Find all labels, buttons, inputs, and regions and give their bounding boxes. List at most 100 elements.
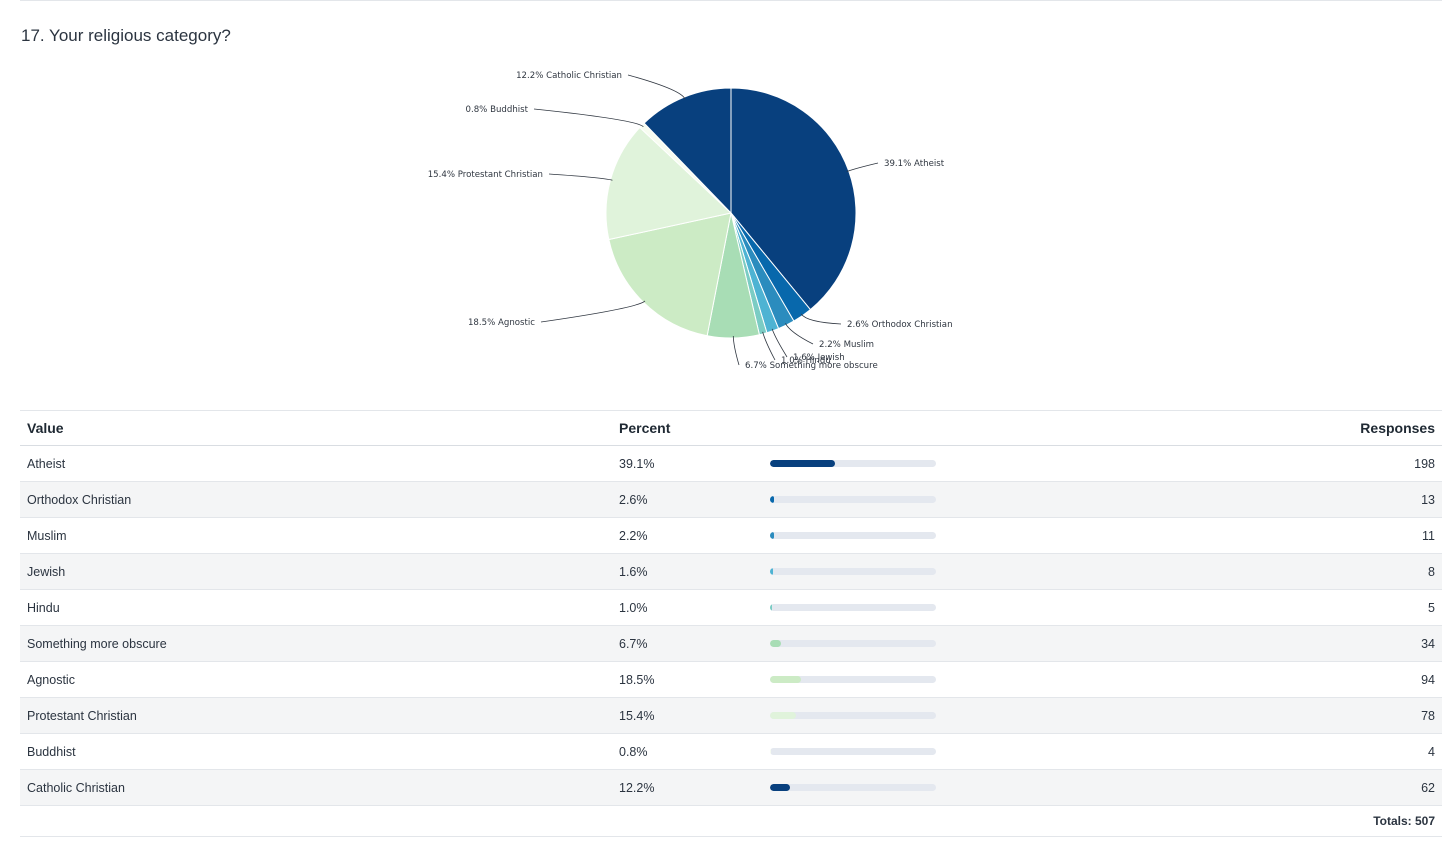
- row-responses: 198: [1337, 445, 1442, 482]
- table-row: Something more obscure 6.7% 34: [20, 625, 1442, 662]
- percent-bar-fill: [770, 568, 773, 575]
- table-row: Muslim 2.2% 11: [20, 517, 1442, 554]
- row-value: Something more obscure: [20, 625, 612, 662]
- row-bar-cell: [763, 733, 1337, 770]
- pie-label: 2.6% Orthodox Christian: [847, 320, 953, 330]
- table-row: Agnostic 18.5% 94: [20, 661, 1442, 698]
- leader-line: [548, 173, 613, 181]
- row-percent: 39.1%: [612, 445, 763, 482]
- leader-line: [785, 323, 814, 345]
- leader-line: [771, 328, 788, 358]
- leader-line: [533, 108, 644, 128]
- row-responses: 34: [1337, 625, 1442, 662]
- row-responses: 8: [1337, 553, 1442, 590]
- row-value: Protestant Christian: [20, 697, 612, 734]
- totals-row: Totals: 507: [20, 805, 1442, 837]
- row-percent: 0.8%: [612, 733, 763, 770]
- table-row: Atheist 39.1% 198: [20, 445, 1442, 482]
- top-divider: [20, 0, 1442, 1]
- row-responses: 78: [1337, 697, 1442, 734]
- row-value: Jewish: [20, 553, 612, 590]
- row-percent: 2.6%: [612, 481, 763, 518]
- percent-bar-fill: [770, 460, 835, 467]
- percent-bar-track: [770, 532, 936, 539]
- row-bar-cell: [763, 661, 1337, 698]
- percent-bar-track: [770, 568, 936, 575]
- pie-label: 2.2% Muslim: [819, 340, 874, 350]
- percent-bar-fill: [770, 712, 796, 719]
- leader-line: [762, 331, 776, 361]
- pie-label: 1.6% Jewish: [793, 353, 845, 363]
- percent-bar-fill: [770, 748, 772, 755]
- row-value: Atheist: [20, 445, 612, 482]
- leader-line: [800, 313, 842, 325]
- table-row: Hindu 1.0% 5: [20, 589, 1442, 626]
- percent-bar-track: [770, 712, 936, 719]
- table-row: Jewish 1.6% 8: [20, 553, 1442, 590]
- percent-bar-track: [770, 460, 936, 467]
- row-responses: 11: [1337, 517, 1442, 554]
- row-bar-cell: [763, 625, 1337, 662]
- leader-line: [846, 162, 879, 172]
- header-responses: Responses: [1337, 410, 1442, 446]
- percent-bar-track: [770, 748, 936, 755]
- row-responses: 13: [1337, 481, 1442, 518]
- percent-bar-fill: [770, 676, 801, 683]
- percent-bar-fill: [770, 640, 782, 647]
- results-table: Value Percent Responses Atheist 39.1% 198 O…: [20, 410, 1442, 837]
- percent-bar-track: [770, 784, 936, 791]
- row-value: Buddhist: [20, 733, 612, 770]
- row-bar-cell: [763, 589, 1337, 626]
- table-body: Atheist 39.1% 198 Orthodox Christian 2.6% 13 M…: [20, 445, 1442, 806]
- pie-label: 0.8% Buddhist: [466, 105, 529, 115]
- percent-bar-fill: [770, 532, 774, 539]
- percent-bar-track: [770, 676, 936, 683]
- pie-label: 39.1% Atheist: [884, 159, 945, 169]
- header-bar: [763, 410, 1337, 446]
- table-row: Buddhist 0.8% 4: [20, 733, 1442, 770]
- pie-label: 15.4% Protestant Christian: [428, 170, 543, 180]
- table-header-row: Value Percent Responses: [20, 410, 1442, 446]
- row-percent: 6.7%: [612, 625, 763, 662]
- leader-line: [540, 300, 646, 323]
- row-responses: 94: [1337, 661, 1442, 698]
- row-value: Catholic Christian: [20, 769, 612, 806]
- row-bar-cell: [763, 769, 1337, 806]
- row-bar-cell: [763, 517, 1337, 554]
- totals-label: Totals: 507: [20, 805, 1442, 837]
- row-percent: 12.2%: [612, 769, 763, 806]
- row-value: Orthodox Christian: [20, 481, 612, 518]
- row-bar-cell: [763, 697, 1337, 734]
- row-responses: 5: [1337, 589, 1442, 626]
- row-percent: 1.0%: [612, 589, 763, 626]
- row-responses: 62: [1337, 769, 1442, 806]
- leader-line: [627, 74, 686, 100]
- header-value: Value: [20, 410, 612, 446]
- leader-line: [732, 335, 740, 366]
- pie-label: 1.0% Hindu: [781, 356, 831, 366]
- pie-label: 18.5% Agnostic: [468, 318, 535, 328]
- percent-bar-track: [770, 496, 936, 503]
- pie-chart: 39.1% Atheist 2.6% Orthodox Christian 2.2%…: [428, 71, 953, 371]
- row-bar-cell: [763, 445, 1337, 482]
- row-value: Muslim: [20, 517, 612, 554]
- percent-bar-track: [770, 604, 936, 611]
- row-value: Agnostic: [20, 661, 612, 698]
- pie-label: 12.2% Catholic Christian: [516, 71, 622, 81]
- pie-label: 6.7% Something more obscure: [745, 361, 878, 371]
- table-row: Orthodox Christian 2.6% 13: [20, 481, 1442, 518]
- row-bar-cell: [763, 481, 1337, 518]
- row-value: Hindu: [20, 589, 612, 626]
- percent-bar-fill: [770, 496, 775, 503]
- row-bar-cell: [763, 553, 1337, 590]
- row-responses: 4: [1337, 733, 1442, 770]
- table-row: Protestant Christian 15.4% 78: [20, 697, 1442, 734]
- table-row: Catholic Christian 12.2% 62: [20, 769, 1442, 806]
- percent-bar-fill: [770, 784, 791, 791]
- row-percent: 15.4%: [612, 697, 763, 734]
- row-percent: 18.5%: [612, 661, 763, 698]
- percent-bar-track: [770, 640, 936, 647]
- row-percent: 2.2%: [612, 517, 763, 554]
- row-percent: 1.6%: [612, 553, 763, 590]
- percent-bar-fill: [770, 604, 772, 611]
